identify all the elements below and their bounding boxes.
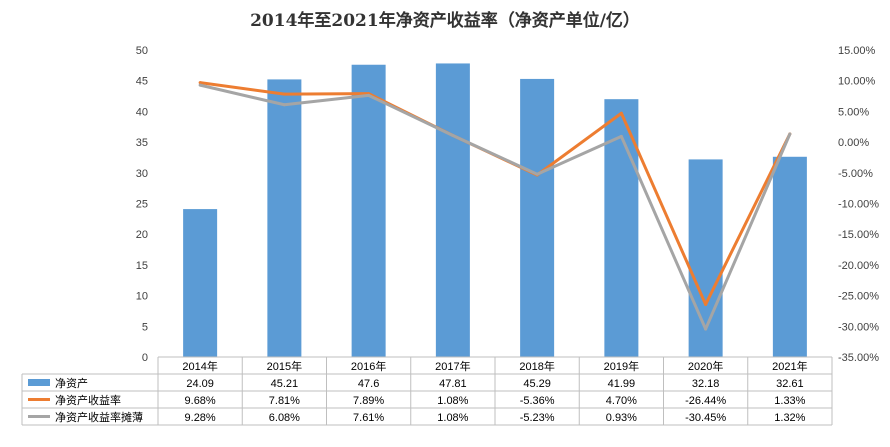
point-净资产收益率摊薄: [535, 172, 539, 176]
point-净资产收益率: [704, 302, 708, 306]
data-table-cell: 7.61%: [353, 412, 384, 424]
data-table-cell: 7.89%: [353, 395, 384, 407]
data-table-cell: 45.21: [271, 378, 299, 390]
point-净资产收益率摊薄: [788, 132, 792, 136]
data-table-cell: 32.61: [776, 378, 804, 390]
y-right-tick-label: 0.00%: [838, 137, 869, 149]
y-right-tick-label: 10.00%: [838, 76, 876, 88]
data-table-cell: 45.29: [523, 378, 551, 390]
data-table-cell: 4.70%: [606, 395, 637, 407]
x-tick-label: 2016年: [351, 359, 386, 373]
x-tick-label: 2015年: [267, 359, 302, 373]
point-净资产收益率: [198, 81, 202, 85]
data-table-cell: 9.68%: [185, 395, 216, 407]
y-left-tick-label: 45: [136, 76, 148, 88]
bar-净资产: [772, 156, 807, 357]
y-left-tick-label: 5: [142, 321, 148, 333]
bar-净资产: [435, 63, 470, 358]
legend-label: 净资产收益率: [55, 393, 121, 407]
y-left-tick-label: 20: [136, 229, 148, 241]
bar-净资产: [688, 159, 723, 357]
point-净资产收益率摊薄: [367, 93, 371, 97]
data-table-cell: -5.36%: [520, 395, 555, 407]
y-left-tick-label: 35: [136, 137, 148, 149]
data-table-cell: -26.44%: [685, 395, 726, 407]
data-table-cell: 1.32%: [774, 412, 805, 424]
legend-key-净资产: [28, 379, 50, 386]
x-tick-label: 2020年: [688, 359, 723, 373]
point-净资产收益率: [282, 92, 286, 96]
bar-净资产: [520, 78, 555, 357]
point-净资产收益率摊薄: [451, 133, 455, 137]
data-table-cell: 47.6: [358, 378, 379, 390]
x-tick-label: 2019年: [604, 359, 639, 373]
data-table-cell: 9.28%: [185, 412, 216, 424]
y-right-tick-label: -15.00%: [838, 229, 879, 241]
x-tick-label: 2021年: [772, 359, 807, 373]
y-left-tick-label: 50: [136, 45, 148, 57]
chart-title: 2014年至2021年净资产收益率（净资产单位/亿）: [250, 11, 640, 31]
x-tick-label: 2018年: [519, 359, 554, 373]
y-left-tick-label: 0: [142, 352, 148, 364]
y-right-tick-label: 15.00%: [838, 45, 876, 57]
y-left-tick-label: 15: [136, 260, 148, 272]
y-right-tick-label: -10.00%: [838, 199, 879, 211]
y-right-tick-label: -20.00%: [838, 260, 879, 272]
point-净资产收益率摊薄: [619, 134, 623, 138]
y-left-tick-label: 40: [136, 106, 148, 118]
y-right-tick-label: -30.00%: [838, 321, 879, 333]
data-table-cell: 1.33%: [774, 395, 805, 407]
bar-净资产: [183, 209, 218, 357]
data-table-cell: 6.08%: [269, 412, 300, 424]
point-净资产收益率摊薄: [282, 103, 286, 107]
data-table-cell: 41.99: [608, 378, 636, 390]
data-table-cell: 24.09: [186, 378, 214, 390]
data-table-cell: 1.08%: [437, 412, 468, 424]
y-right-tick-label: 5.00%: [838, 106, 869, 118]
point-净资产收益率摊薄: [704, 327, 708, 331]
y-left-tick-label: 10: [136, 291, 148, 303]
y-right-tick-label: -25.00%: [838, 291, 879, 303]
data-table-cell: 32.18: [692, 378, 720, 390]
y-right-tick-label: -5.00%: [838, 168, 873, 180]
data-table-cell: 0.93%: [606, 412, 637, 424]
data-table-cell: -5.23%: [520, 412, 555, 424]
bar-净资产: [351, 64, 386, 358]
y-left-tick-label: 30: [136, 168, 148, 180]
legend-label: 净资产收益率摊薄: [55, 410, 143, 424]
point-净资产收益率: [619, 111, 623, 115]
y-right-tick-label: -35.00%: [838, 352, 879, 364]
point-净资产收益率摊薄: [198, 83, 202, 87]
data-table-cell: 47.81: [439, 378, 467, 390]
line-净资产收益率摊薄: [199, 83, 792, 331]
y-left-tick-label: 25: [136, 199, 148, 211]
legend-label: 净资产: [55, 376, 88, 390]
data-table-cell: 7.81%: [269, 395, 300, 407]
x-tick-label: 2017年: [435, 359, 470, 373]
x-tick-label: 2014年: [182, 359, 217, 373]
data-table-cell: -30.45%: [685, 412, 726, 424]
bar-净资产: [267, 79, 302, 358]
data-table-cell: 1.08%: [437, 395, 468, 407]
